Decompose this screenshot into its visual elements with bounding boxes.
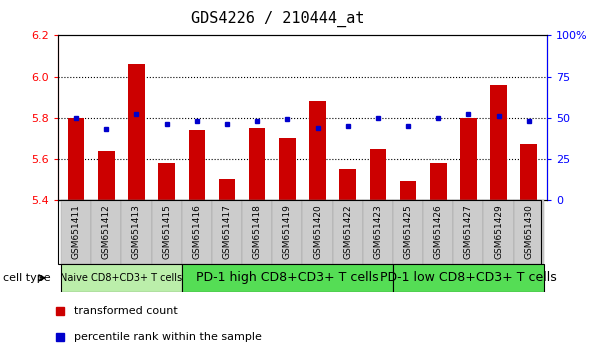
Bar	[181, 264, 393, 292]
Bar	[212, 200, 242, 264]
Bar	[400, 182, 416, 200]
Text: GSM651412: GSM651412	[102, 205, 111, 259]
Bar	[423, 200, 453, 264]
Bar	[363, 200, 393, 264]
Bar	[279, 138, 296, 200]
Bar	[158, 163, 175, 200]
Text: PD-1 low CD8+CD3+ T cells: PD-1 low CD8+CD3+ T cells	[380, 272, 557, 284]
Bar	[189, 130, 205, 200]
Text: GSM651422: GSM651422	[343, 205, 352, 259]
Text: GSM651419: GSM651419	[283, 204, 292, 259]
Text: PD-1 high CD8+CD3+ T cells: PD-1 high CD8+CD3+ T cells	[196, 272, 379, 284]
Bar	[98, 151, 115, 200]
Bar	[460, 118, 477, 200]
Text: GSM651415: GSM651415	[162, 204, 171, 259]
Text: Naive CD8+CD3+ T cells: Naive CD8+CD3+ T cells	[60, 273, 183, 283]
Bar	[181, 200, 212, 264]
Bar	[128, 64, 145, 200]
Bar	[91, 200, 122, 264]
Bar	[370, 149, 386, 200]
Bar	[68, 118, 84, 200]
Bar	[490, 85, 507, 200]
Bar	[242, 200, 273, 264]
Bar	[430, 163, 447, 200]
Bar	[483, 200, 514, 264]
Bar	[249, 128, 266, 200]
Bar	[393, 264, 544, 292]
Text: GSM651430: GSM651430	[524, 204, 533, 259]
Text: GSM651413: GSM651413	[132, 204, 141, 259]
Text: cell type: cell type	[3, 273, 51, 283]
Bar	[61, 200, 91, 264]
Bar	[309, 101, 326, 200]
Text: GSM651417: GSM651417	[222, 204, 232, 259]
Bar	[521, 144, 537, 200]
Bar	[393, 200, 423, 264]
Bar	[332, 200, 363, 264]
Bar	[61, 264, 181, 292]
Text: GSM651429: GSM651429	[494, 205, 503, 259]
Text: transformed count: transformed count	[74, 306, 178, 316]
Text: GSM651423: GSM651423	[373, 205, 382, 259]
Text: GSM651420: GSM651420	[313, 205, 322, 259]
Text: GSM651416: GSM651416	[192, 204, 202, 259]
Text: GSM651427: GSM651427	[464, 205, 473, 259]
Text: GSM651411: GSM651411	[71, 204, 81, 259]
Bar	[219, 179, 235, 200]
Bar	[339, 169, 356, 200]
Bar	[122, 200, 152, 264]
Bar	[453, 200, 483, 264]
Text: GDS4226 / 210444_at: GDS4226 / 210444_at	[191, 11, 365, 27]
Bar	[273, 200, 302, 264]
Text: GSM651426: GSM651426	[434, 205, 443, 259]
Bar	[152, 200, 181, 264]
Text: percentile rank within the sample: percentile rank within the sample	[74, 332, 262, 342]
Bar	[514, 200, 544, 264]
Text: GSM651418: GSM651418	[253, 204, 262, 259]
Bar	[302, 200, 332, 264]
Text: GSM651425: GSM651425	[403, 205, 412, 259]
